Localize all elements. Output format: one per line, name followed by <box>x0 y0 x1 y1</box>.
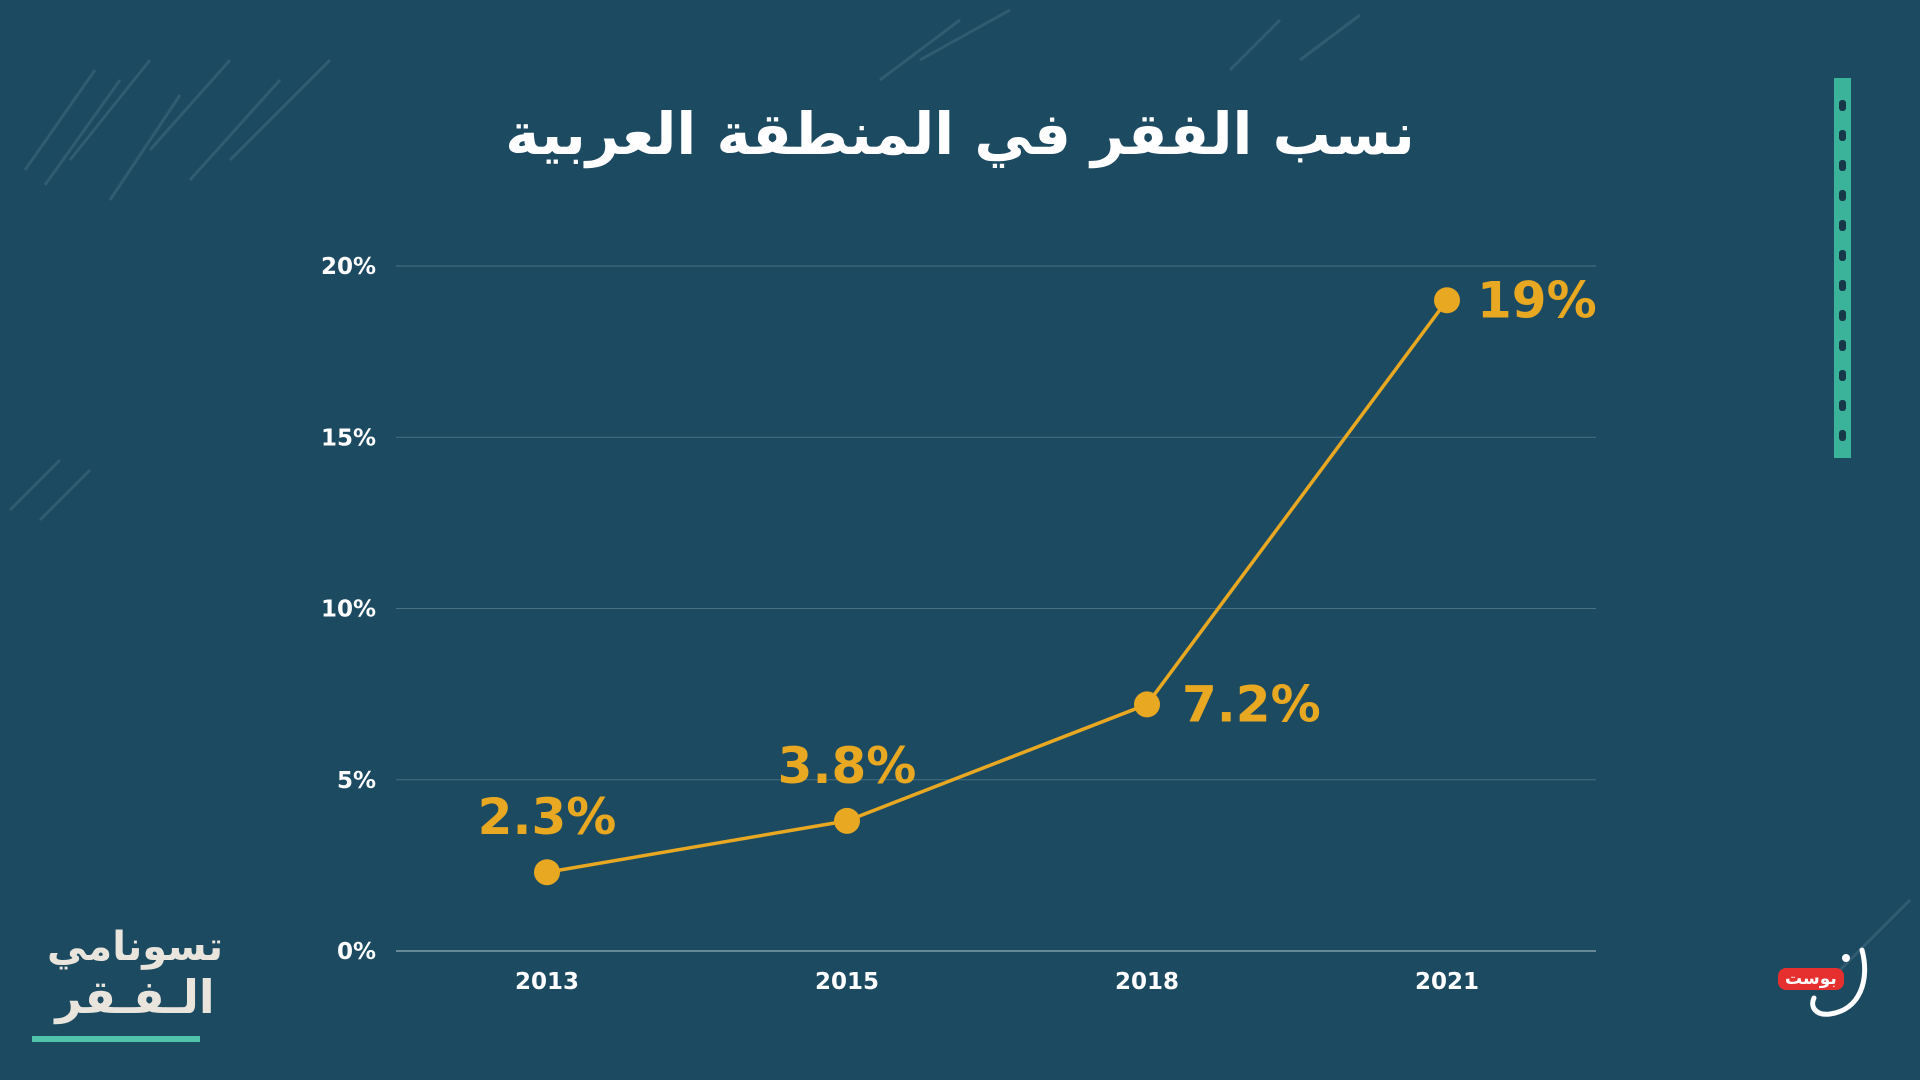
y-tick-label: 5% <box>337 768 376 794</box>
series-logo-line1: تسونامي <box>46 924 224 970</box>
data-point <box>834 807 860 834</box>
data-label: 2.3% <box>478 788 617 846</box>
x-tick-label: 2013 <box>515 969 579 995</box>
series-line <box>546 299 1449 874</box>
series-logo-line2: الـفـقر <box>55 970 215 1024</box>
y-tick-label: 20% <box>321 254 376 280</box>
film-strip-hole <box>1839 100 1846 111</box>
brand-logo: بوست <box>1770 940 1880 1020</box>
series-logo: تسونامي الـفـقر <box>30 920 240 1050</box>
x-tick-label: 2015 <box>815 969 879 995</box>
series-logo-underline <box>32 1036 200 1042</box>
film-strip-hole <box>1839 220 1846 231</box>
y-tick-label: 0% <box>337 939 376 965</box>
film-strip-hole <box>1839 130 1846 141</box>
y-axis-ticks: 0% 5% 10% 15% 20% <box>321 254 376 965</box>
data-point <box>1134 691 1160 718</box>
film-strip-hole <box>1839 370 1846 381</box>
grid-lines <box>396 265 1596 952</box>
data-labels: 2.3% 3.8% 7.2% 19% <box>478 271 1597 846</box>
y-tick-label: 15% <box>321 425 376 451</box>
data-label: 19% <box>1477 271 1597 329</box>
chart-title: نسب الفقر في المنطقة العربية <box>505 100 1415 168</box>
x-axis-ticks: 2013 2015 2018 2021 <box>515 969 1479 995</box>
brand-badge: بوست <box>1778 968 1844 990</box>
x-tick-label: 2021 <box>1415 969 1479 995</box>
data-point <box>1434 287 1460 314</box>
film-strip-hole <box>1839 160 1846 171</box>
data-label: 7.2% <box>1182 675 1321 733</box>
film-strip-hole <box>1839 340 1846 351</box>
series-line-path <box>546 299 1449 874</box>
data-label: 3.8% <box>778 737 917 795</box>
film-strip-hole <box>1839 280 1846 291</box>
film-strip-hole <box>1839 190 1846 201</box>
decorative-film-strip <box>1834 78 1851 458</box>
film-strip-hole <box>1839 400 1846 411</box>
data-point <box>534 859 560 886</box>
film-strip-hole <box>1839 310 1846 321</box>
y-tick-label: 10% <box>321 597 376 623</box>
x-tick-label: 2018 <box>1115 969 1179 995</box>
film-strip-hole <box>1839 430 1846 441</box>
brand-mark-icon <box>1810 947 1868 1017</box>
data-points <box>534 287 1460 886</box>
film-strip-hole <box>1839 250 1846 261</box>
